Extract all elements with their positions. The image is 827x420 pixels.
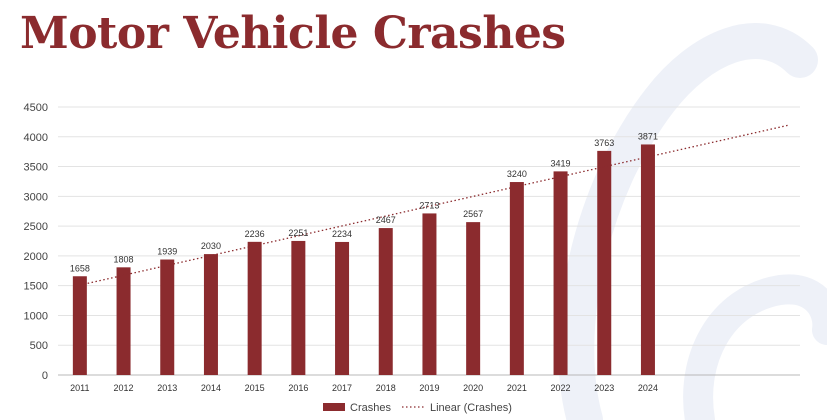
bar — [116, 267, 131, 375]
x-tick-label: 2017 — [332, 383, 352, 393]
y-axis-ticks: 0 500 1000 1500 2000 2500 3000 3500 4000 4500 — [24, 102, 48, 382]
bar — [378, 228, 393, 375]
bar — [203, 254, 218, 375]
y-tick-label: 500 — [30, 340, 48, 352]
x-tick-label: 2016 — [288, 383, 308, 393]
x-tick-label: 2018 — [376, 383, 396, 393]
data-labels: 1658 1808 1939 2030 2236 2251 2234 2467 2713 2567… — [70, 131, 658, 273]
bars — [72, 144, 655, 375]
bar — [291, 240, 306, 375]
x-tick-label: 2023 — [594, 383, 614, 393]
bar — [72, 276, 87, 375]
y-tick-label: 3000 — [24, 191, 48, 203]
legend: Crashes Linear (Crashes) — [323, 402, 512, 414]
legend-label-trendline: Linear (Crashes) — [430, 402, 512, 414]
bar — [509, 182, 524, 375]
data-label: 1658 — [70, 263, 90, 273]
data-label: 3240 — [507, 169, 527, 179]
trendline — [79, 124, 788, 286]
x-tick-label: 2024 — [638, 383, 658, 393]
data-label: 1939 — [157, 247, 177, 257]
x-tick-label: 2022 — [551, 383, 571, 393]
data-label: 2567 — [463, 209, 483, 219]
y-tick-label: 2000 — [24, 251, 48, 263]
legend-swatch-crashes — [323, 403, 345, 411]
data-label: 2713 — [419, 200, 439, 210]
data-label: 2236 — [245, 229, 265, 239]
x-tick-label: 2020 — [463, 383, 483, 393]
x-tick-label: 2015 — [245, 383, 265, 393]
x-tick-label: 2021 — [507, 383, 527, 393]
y-tick-label: 1000 — [24, 310, 48, 322]
watermark-swoosh — [558, 23, 827, 420]
y-tick-label: 3500 — [24, 162, 48, 174]
bar — [247, 241, 262, 375]
legend-label-crashes: Crashes — [350, 402, 391, 414]
bar — [160, 259, 175, 375]
bar — [422, 213, 437, 375]
x-tick-label: 2013 — [157, 383, 177, 393]
y-tick-label: 0 — [42, 370, 48, 382]
x-tick-label: 2012 — [114, 383, 134, 393]
x-axis-ticks: 2011 2012 2013 2014 2015 2016 2017 2018 2019 2020… — [70, 383, 658, 393]
data-label: 2234 — [332, 229, 352, 239]
data-label: 3871 — [638, 131, 658, 141]
page-title: Motor Vehicle Crashes — [20, 8, 566, 59]
x-tick-label: 2014 — [201, 383, 221, 393]
x-tick-label: 2019 — [419, 383, 439, 393]
y-tick-label: 4000 — [24, 132, 48, 144]
bar — [597, 150, 612, 375]
x-tick-label: 2011 — [70, 383, 89, 393]
y-tick-label: 4500 — [24, 102, 48, 114]
bar — [466, 222, 481, 375]
data-label: 2251 — [288, 228, 308, 238]
bar — [553, 171, 568, 375]
bar — [335, 241, 350, 375]
data-label: 1808 — [114, 254, 134, 264]
data-label: 2030 — [201, 241, 221, 251]
data-label: 3419 — [551, 158, 571, 168]
data-label: 2467 — [376, 215, 396, 225]
y-tick-label: 1500 — [24, 281, 48, 293]
data-label: 3763 — [594, 138, 614, 148]
bar — [640, 144, 655, 375]
y-tick-label: 2500 — [24, 221, 48, 233]
trendline-layer — [79, 124, 788, 286]
